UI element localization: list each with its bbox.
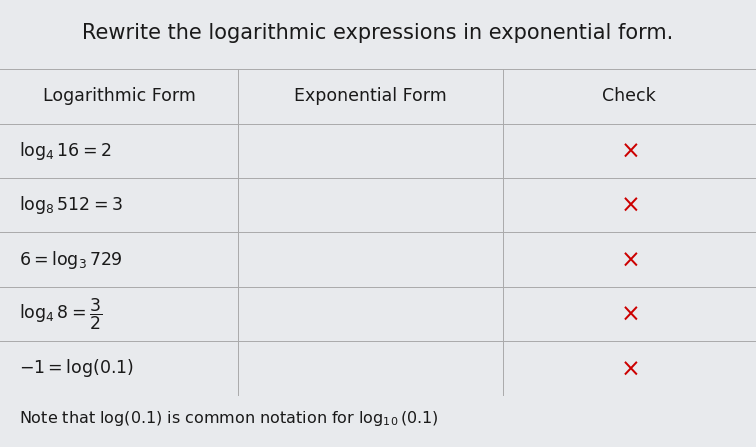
Text: $\times$: $\times$	[620, 139, 639, 163]
Text: Exponential Form: Exponential Form	[294, 88, 447, 105]
Text: $6 = \log_3 729$: $6 = \log_3 729$	[19, 249, 122, 270]
Text: $\times$: $\times$	[620, 193, 639, 217]
Text: $-1 = \log(0.1)$: $-1 = \log(0.1)$	[19, 358, 134, 380]
Text: Note that $\log(0.1)$ is common notation for $\log_{10}(0.1)$: Note that $\log(0.1)$ is common notation…	[19, 409, 438, 428]
Text: $\log_4 16 = 2$: $\log_4 16 = 2$	[19, 140, 111, 162]
Text: $\times$: $\times$	[620, 248, 639, 272]
Text: $\times$: $\times$	[620, 302, 639, 326]
Text: Logarithmic Form: Logarithmic Form	[42, 88, 196, 105]
Text: $\log_4 8 = \dfrac{3}{2}$: $\log_4 8 = \dfrac{3}{2}$	[19, 296, 102, 332]
Text: $\times$: $\times$	[620, 356, 639, 380]
Text: Check: Check	[603, 88, 656, 105]
Text: $\log_8 512 = 3$: $\log_8 512 = 3$	[19, 194, 122, 216]
Text: Rewrite the logarithmic expressions in exponential form.: Rewrite the logarithmic expressions in e…	[82, 23, 674, 43]
